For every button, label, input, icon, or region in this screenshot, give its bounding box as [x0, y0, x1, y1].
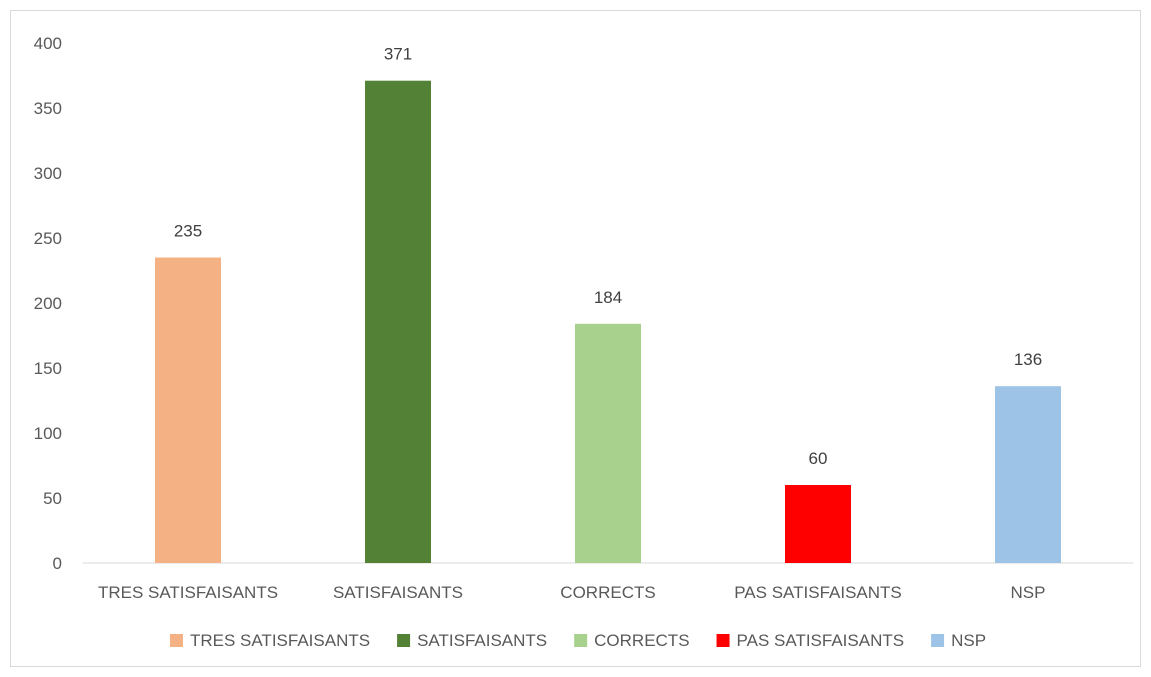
data-label: 184: [594, 288, 622, 307]
category-labels: TRES SATISFAISANTS SATISFAISANTS CORRECTS P…: [98, 583, 1046, 602]
data-label: 371: [384, 45, 412, 64]
legend-label: TRES SATISFAISANTS: [190, 631, 370, 650]
bar: [575, 323, 641, 563]
data-label: 136: [1014, 350, 1042, 369]
bar: [155, 257, 221, 563]
legend-swatch: [574, 634, 588, 647]
legend-label: PAS SATISFAISANTS: [737, 631, 905, 650]
bar: [995, 386, 1061, 563]
data-labels: 235 371 184 60 136: [174, 45, 1042, 468]
legend: TRES SATISFAISANTS SATISFAISANTS CORRECTS P…: [169, 631, 986, 650]
bars: [155, 80, 1061, 563]
y-tick-label: 150: [34, 359, 62, 378]
bar: [785, 485, 851, 563]
legend-item: NSP: [931, 631, 986, 650]
legend-label: CORRECTS: [594, 631, 689, 650]
legend-swatch: [931, 634, 945, 647]
y-tick-label: 350: [34, 99, 62, 118]
x-tick-label: NSP: [1011, 583, 1046, 602]
bar: [365, 80, 431, 563]
y-tick-label: 0: [53, 554, 62, 573]
y-tick-label: 300: [34, 164, 62, 183]
y-tick-label: 100: [34, 424, 62, 443]
legend-label: SATISFAISANTS: [417, 631, 547, 650]
y-tick-label: 200: [34, 294, 62, 313]
x-tick-label: SATISFAISANTS: [333, 583, 463, 602]
legend-label: NSP: [951, 631, 986, 650]
legend-swatch: [169, 634, 183, 647]
legend-swatch: [397, 634, 411, 647]
legend-item: CORRECTS: [574, 631, 690, 650]
x-tick-label: CORRECTS: [560, 583, 655, 602]
x-tick-label: PAS SATISFAISANTS: [734, 583, 902, 602]
legend-swatch: [716, 634, 730, 647]
legend-item: SATISFAISANTS: [397, 631, 547, 650]
data-label: 235: [174, 222, 202, 241]
data-label: 60: [809, 449, 828, 468]
y-axis-ticks: 0 50 100 150 200 250 300 350 400: [34, 34, 62, 573]
legend-item: PAS SATISFAISANTS: [716, 631, 905, 650]
y-tick-label: 400: [34, 34, 62, 53]
y-tick-label: 50: [43, 489, 62, 508]
legend-item: TRES SATISFAISANTS: [169, 631, 370, 650]
x-tick-label: TRES SATISFAISANTS: [98, 583, 278, 602]
y-tick-label: 250: [34, 229, 62, 248]
